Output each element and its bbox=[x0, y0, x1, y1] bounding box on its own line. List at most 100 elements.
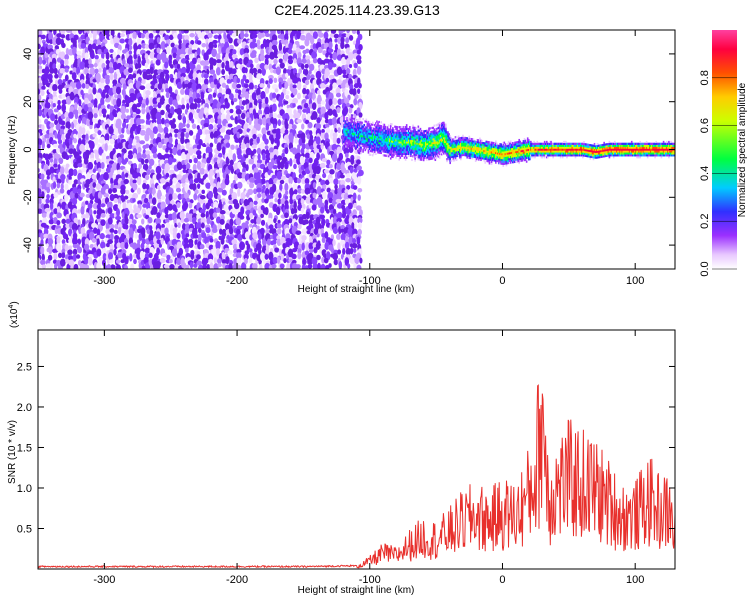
heatmap-signal-cell bbox=[444, 137, 446, 140]
heatmap-signal-cell bbox=[396, 135, 398, 138]
heatmap-noise-cell bbox=[240, 143, 246, 150]
heatmap-signal-cell bbox=[428, 146, 430, 149]
heatmap-noise-cell bbox=[80, 42, 87, 49]
heatmap-noise-cell bbox=[96, 214, 101, 220]
heatmap-noise-cell bbox=[356, 159, 361, 165]
heatmap-noise-cell bbox=[133, 204, 137, 211]
heatmap-signal-cell bbox=[400, 131, 403, 134]
heatmap-noise-cell bbox=[231, 191, 238, 201]
heatmap-signal-cell bbox=[401, 147, 404, 150]
heatmap-signal-cell bbox=[433, 134, 436, 137]
heatmap-noise-cell bbox=[203, 73, 209, 79]
heatmap-signal-cell bbox=[388, 136, 391, 139]
heatmap-signal-cell bbox=[396, 127, 398, 131]
heatmap-signal-cell bbox=[431, 126, 433, 130]
heatmap-noise-cell bbox=[206, 68, 210, 76]
heatmap-noise-cell bbox=[299, 45, 306, 50]
heatmap-noise-cell bbox=[297, 105, 303, 111]
heatmap-signal-cell bbox=[360, 127, 362, 130]
heatmap-noise-cell bbox=[311, 256, 318, 266]
heatmap-noise-cell bbox=[168, 259, 173, 264]
heatmap-noise-cell bbox=[41, 191, 45, 200]
heatmap-noise-cell bbox=[253, 215, 258, 225]
heatmap-noise-cell bbox=[107, 217, 113, 225]
heatmap-noise-cell bbox=[196, 103, 201, 108]
heatmap-signal-cell bbox=[397, 133, 399, 136]
heatmap-noise-cell bbox=[58, 88, 63, 94]
heatmap-noise-cell bbox=[89, 244, 95, 249]
heatmap-signal-cell bbox=[400, 141, 403, 144]
heatmap-noise-cell bbox=[312, 43, 317, 50]
heatmap-noise-cell bbox=[154, 83, 159, 89]
heatmap-noise-cell bbox=[231, 68, 237, 75]
heatmap-signal-cell bbox=[355, 120, 358, 123]
heatmap-signal-cell bbox=[407, 154, 410, 157]
heatmap-noise-cell bbox=[304, 265, 309, 269]
heatmap-signal-cell bbox=[362, 140, 364, 144]
heatmap-signal-cell bbox=[385, 135, 388, 138]
heatmap-signal-cell bbox=[418, 150, 421, 153]
heatmap-signal-cell bbox=[371, 133, 374, 136]
heatmap-noise-cell bbox=[236, 83, 242, 89]
heatmap-signal-cell bbox=[406, 135, 409, 138]
heatmap-noise-cell bbox=[348, 63, 353, 69]
heatmap-signal-cell bbox=[386, 139, 389, 142]
heatmap-noise-cell bbox=[274, 197, 278, 203]
heatmap-noise-cell bbox=[183, 30, 189, 34]
heatmap-signal-cell bbox=[345, 124, 347, 127]
heatmap-noise-cell bbox=[327, 191, 334, 200]
heatmap-noise-cell bbox=[268, 41, 273, 51]
heatmap-noise-cell bbox=[54, 131, 58, 139]
heatmap-signal-cell bbox=[367, 122, 370, 125]
heatmap-signal-cell bbox=[365, 126, 368, 129]
heatmap-signal-cell bbox=[370, 142, 373, 145]
heatmap-noise-cell bbox=[38, 264, 42, 269]
heatmap-signal-cell bbox=[430, 153, 432, 157]
heatmap-signal-cell bbox=[415, 144, 418, 147]
heatmap-signal-cell bbox=[427, 150, 429, 153]
heatmap-noise-cell bbox=[156, 239, 162, 245]
heatmap-noise-cell bbox=[261, 192, 266, 199]
heatmap-signal-cell bbox=[385, 148, 388, 152]
heatmap-noise-cell bbox=[198, 189, 202, 195]
heatmap-noise-cell bbox=[320, 179, 326, 186]
heatmap-signal-cell bbox=[347, 125, 350, 128]
heatmap-noise-cell bbox=[120, 188, 126, 195]
heatmap-signal-cell bbox=[376, 128, 378, 131]
heatmap-noise-cell bbox=[293, 189, 298, 195]
heatmap-signal-cell bbox=[436, 129, 439, 132]
heatmap-signal-cell bbox=[422, 147, 425, 150]
heatmap-signal-cell bbox=[366, 137, 369, 141]
heatmap-signal-cell bbox=[400, 148, 403, 152]
heatmap-noise-cell bbox=[253, 200, 258, 206]
heatmap-noise-cell bbox=[163, 126, 169, 135]
heatmap-signal-cell bbox=[409, 145, 411, 148]
heatmap-noise-cell bbox=[133, 153, 137, 159]
heatmap-signal-cell bbox=[386, 128, 389, 131]
heatmap-signal-cell bbox=[384, 139, 387, 142]
heatmap-signal-cell bbox=[420, 141, 423, 144]
heatmap-signal-cell bbox=[445, 131, 447, 134]
heatmap-noise-cell bbox=[300, 63, 305, 70]
heatmap-noise-cell bbox=[209, 142, 214, 148]
heatmap-signal-cell bbox=[436, 150, 439, 153]
heatmap-noise-cell bbox=[160, 237, 164, 245]
heatmap-noise-cell bbox=[218, 235, 222, 241]
heatmap-signal-cell bbox=[346, 143, 349, 147]
heatmap-noise-cell bbox=[64, 193, 69, 202]
heatmap-noise-cell bbox=[228, 37, 233, 44]
heatmap-noise-cell bbox=[185, 42, 191, 50]
heatmap-signal-cell bbox=[345, 132, 347, 135]
heatmap-noise-cell bbox=[337, 249, 342, 255]
heatmap-noise-cell bbox=[207, 88, 213, 93]
heatmap-signal-cell bbox=[398, 143, 401, 146]
heatmap-signal-cell bbox=[389, 153, 392, 156]
heatmap-signal-cell bbox=[344, 125, 346, 129]
heatmap-signal-cell bbox=[369, 138, 372, 141]
heatmap-noise-cell bbox=[132, 138, 137, 147]
heatmap-noise-cell bbox=[249, 138, 254, 147]
heatmap-signal-cell bbox=[351, 145, 354, 149]
heatmap-signal-cell bbox=[435, 143, 438, 146]
heatmap-signal-cell bbox=[424, 129, 427, 133]
heatmap-signal-cell bbox=[443, 135, 445, 138]
